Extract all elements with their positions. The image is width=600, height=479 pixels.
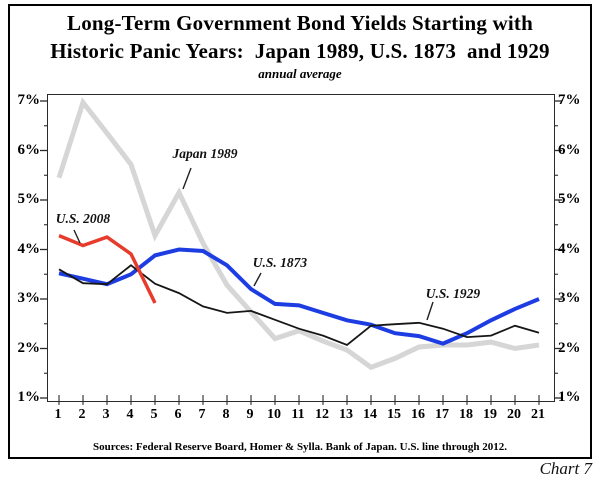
x-axis-label: 21: [531, 407, 545, 422]
x-axis-label: 19: [483, 407, 497, 422]
chart-subtitle: annual average: [258, 66, 342, 81]
plot-area: [40, 94, 562, 405]
y-axis-label-left: 5%: [17, 191, 41, 207]
series-label-u-s-1929: U.S. 1929: [425, 286, 481, 301]
y-axis-label-left: 1%: [17, 389, 41, 405]
x-axis-label: 11: [291, 407, 305, 422]
chart-title-line-2: Historic Panic Years: Japan 1989, U.S. 1…: [50, 39, 550, 63]
x-axis-label: 9: [246, 407, 254, 422]
annotation-pointer-u-s-2008: [73, 229, 81, 244]
y-axis-label-left: 6%: [17, 141, 41, 158]
x-axis-label: 15: [387, 407, 401, 422]
x-axis-label: 5: [150, 407, 158, 422]
y-axis-label-right: 4%: [558, 240, 581, 257]
x-axis-label: 10: [267, 407, 281, 422]
annotation-pointer-japan-1989: [182, 167, 192, 190]
y-axis-label-right: 2%: [558, 339, 581, 356]
y-axis-label-right: 5%: [558, 191, 581, 207]
x-axis-label: 4: [126, 407, 134, 422]
x-axis-label: 2: [78, 407, 86, 422]
sources-note: Sources: Federal Reserve Board, Homer & …: [92, 441, 508, 453]
x-axis-label: 1: [54, 407, 62, 422]
y-axis-label-left: 3%: [17, 290, 41, 306]
series-line-japan-1989: [56, 97, 540, 371]
x-axis-label: 17: [435, 407, 449, 422]
chart-number-label: Chart 7: [539, 459, 592, 478]
y-axis-label-left: 7%: [17, 92, 41, 108]
y-axis-label-left: 4%: [17, 240, 41, 257]
y-axis-label-right: 7%: [558, 92, 581, 108]
series-label-japan-1989: Japan 1989: [172, 146, 238, 161]
x-axis-label: 18: [459, 407, 473, 422]
x-axis-label: 12: [315, 407, 329, 422]
y-axis-label-right: 1%: [558, 389, 581, 405]
y-axis-label-left: 2%: [17, 339, 41, 356]
annotation-pointer-u-s-1873: [253, 272, 262, 287]
chart-title-line-1: Long-Term Government Bond Yields Startin…: [67, 11, 533, 35]
x-axis-label: 8: [222, 407, 230, 422]
y-axis-label-right: 3%: [558, 290, 581, 306]
x-axis-label: 6: [174, 407, 182, 422]
x-axis-label: 20: [507, 407, 521, 422]
annotation-pointer-u-s-1929: [426, 301, 434, 321]
plot-svg: [40, 97, 562, 405]
x-axis-label: 14: [363, 407, 377, 422]
x-axis-label: 16: [411, 407, 425, 422]
series-line-u-s-2008: [58, 233, 157, 304]
series-label-u-s-1873: U.S. 1873: [252, 255, 308, 270]
x-axis-label: 7: [198, 407, 206, 422]
x-axis-label: 3: [102, 407, 110, 422]
x-axis-label: 13: [339, 407, 353, 422]
series-label-u-s-2008: U.S. 2008: [55, 211, 111, 226]
y-axis-label-right: 6%: [558, 141, 581, 158]
